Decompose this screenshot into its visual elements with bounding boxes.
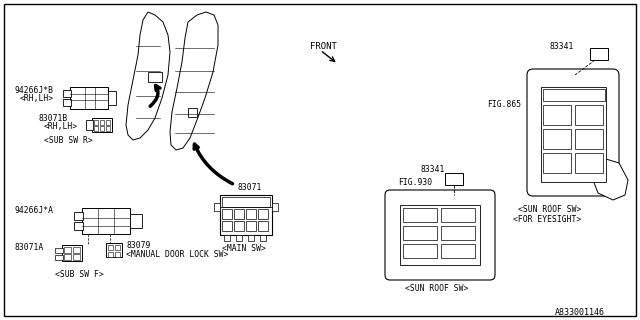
Bar xyxy=(63,90,71,97)
Bar xyxy=(222,209,232,219)
Bar xyxy=(73,254,80,260)
Bar xyxy=(55,255,63,260)
Bar xyxy=(543,129,571,149)
Bar xyxy=(214,203,220,211)
Bar xyxy=(246,221,256,231)
Bar xyxy=(258,221,268,231)
Bar xyxy=(220,195,272,235)
FancyBboxPatch shape xyxy=(385,190,495,280)
Bar xyxy=(441,208,475,222)
Bar xyxy=(94,120,98,125)
Bar xyxy=(575,105,603,125)
Bar xyxy=(108,91,116,105)
Bar xyxy=(575,153,603,173)
Bar xyxy=(130,214,142,228)
Bar xyxy=(74,212,83,220)
Bar xyxy=(63,99,71,106)
Bar xyxy=(55,248,63,253)
Bar xyxy=(543,105,571,125)
Bar xyxy=(222,197,270,207)
Bar xyxy=(543,153,571,173)
Bar xyxy=(108,245,113,250)
Text: 94266J*A: 94266J*A xyxy=(14,206,53,215)
Bar xyxy=(543,89,605,101)
Bar xyxy=(403,208,437,222)
Bar xyxy=(73,247,80,253)
Text: 83341: 83341 xyxy=(420,165,444,174)
Polygon shape xyxy=(170,12,218,150)
Bar xyxy=(234,209,244,219)
Text: 94266J*B: 94266J*B xyxy=(14,86,53,95)
Bar xyxy=(403,226,437,240)
Bar xyxy=(441,226,475,240)
Text: <SUN ROOF SW>: <SUN ROOF SW> xyxy=(518,205,581,214)
Text: FIG.865: FIG.865 xyxy=(487,100,521,109)
Text: <SUB SW R>: <SUB SW R> xyxy=(44,136,93,145)
Text: <SUN ROOF SW>: <SUN ROOF SW> xyxy=(405,284,468,293)
Bar xyxy=(100,120,104,125)
Bar xyxy=(94,126,98,131)
Bar xyxy=(100,126,104,131)
Text: 83071A: 83071A xyxy=(14,243,44,252)
Text: 83079: 83079 xyxy=(126,241,150,250)
Bar xyxy=(258,209,268,219)
FancyArrowPatch shape xyxy=(150,85,160,106)
Bar xyxy=(106,126,110,131)
Bar xyxy=(236,235,242,241)
Bar xyxy=(403,244,437,258)
Bar xyxy=(188,108,197,117)
Text: <MAIN SW>: <MAIN SW> xyxy=(222,244,266,253)
Bar xyxy=(86,120,93,130)
Bar xyxy=(441,244,475,258)
Bar xyxy=(400,205,480,265)
Bar xyxy=(106,120,110,125)
Bar xyxy=(272,203,278,211)
Bar xyxy=(106,243,122,257)
Text: FIG.930: FIG.930 xyxy=(398,178,432,187)
FancyArrowPatch shape xyxy=(194,144,232,184)
Bar xyxy=(64,254,71,260)
Bar xyxy=(64,247,71,253)
Bar xyxy=(115,245,120,250)
Text: <SUB SW F>: <SUB SW F> xyxy=(55,270,104,279)
Text: 83341: 83341 xyxy=(549,42,573,51)
Bar xyxy=(82,208,130,234)
Polygon shape xyxy=(126,12,170,140)
Text: <MANUAL DOOR LOCK SW>: <MANUAL DOOR LOCK SW> xyxy=(126,250,228,259)
Text: <RH,LH>: <RH,LH> xyxy=(20,94,54,103)
Text: <FOR EYESIGHT>: <FOR EYESIGHT> xyxy=(513,215,581,224)
Bar xyxy=(70,87,108,109)
Bar xyxy=(260,235,266,241)
Bar xyxy=(224,235,230,241)
Bar xyxy=(246,209,256,219)
Polygon shape xyxy=(593,155,628,200)
Bar xyxy=(445,173,463,185)
Bar xyxy=(541,87,606,182)
Bar xyxy=(115,252,120,257)
Text: 83071B: 83071B xyxy=(38,114,67,123)
Text: 83071: 83071 xyxy=(237,183,261,192)
Text: <RH,LH>: <RH,LH> xyxy=(44,122,78,131)
Text: FRONT: FRONT xyxy=(310,42,337,51)
Text: A833001146: A833001146 xyxy=(555,308,605,317)
Bar xyxy=(234,221,244,231)
Bar xyxy=(92,118,112,132)
Bar xyxy=(74,222,83,230)
Bar xyxy=(575,129,603,149)
Bar xyxy=(590,48,608,60)
Bar xyxy=(222,221,232,231)
FancyBboxPatch shape xyxy=(527,69,619,196)
Bar xyxy=(108,252,113,257)
Bar xyxy=(148,72,162,82)
Bar xyxy=(62,245,82,261)
Bar xyxy=(248,235,254,241)
